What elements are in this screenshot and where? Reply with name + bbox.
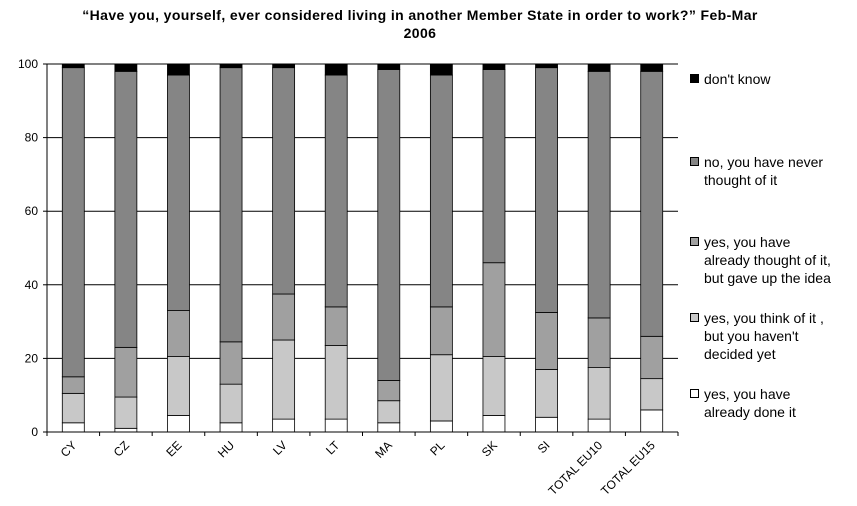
legend-swatch [690, 74, 699, 83]
bar-segment [429, 354, 453, 422]
y-tick-label: 20 [25, 351, 39, 365]
bar-segment [219, 67, 243, 343]
x-tick-label: EE [163, 438, 184, 459]
bar-segment [482, 262, 506, 357]
bar-segment [167, 63, 190, 76]
legend-label: yes, you have already done it [704, 386, 796, 420]
legend-item: yes, you have already thought of it, but… [690, 233, 840, 287]
bar-segment [167, 415, 190, 433]
x-tick-label: TOTAL EU15 [598, 438, 658, 498]
bar-segment [640, 378, 664, 411]
bar-segment [587, 63, 611, 72]
bar-segment [324, 63, 348, 76]
x-tick-label: CY [58, 438, 80, 460]
bar-segment [377, 380, 401, 402]
bar-segment [61, 392, 85, 424]
bar-segment [429, 420, 453, 433]
x-tick-label: SK [479, 438, 500, 459]
x-tick-label: LV [270, 438, 290, 458]
legend-item: don't know [690, 70, 840, 88]
y-tick-label: 100 [18, 57, 38, 71]
bar-segment [219, 422, 243, 433]
bar-segment [114, 427, 138, 433]
x-tick-label: LT [323, 438, 343, 458]
y-tick-label: 60 [25, 204, 39, 218]
bar-segment [167, 356, 190, 416]
legend-swatch [690, 389, 699, 398]
bar-segment [272, 63, 296, 69]
bar-segment [167, 74, 190, 311]
bar-segment [219, 341, 243, 385]
bar-segment [377, 69, 401, 381]
bar-segment [587, 418, 611, 433]
bar-segment [324, 306, 348, 346]
bar-segment [535, 311, 558, 370]
bar-segment [587, 367, 611, 420]
bar-segment [482, 63, 506, 70]
bar-segment [535, 416, 558, 433]
bar-segment [640, 70, 664, 337]
bar-segment [272, 293, 296, 341]
bar-segment [114, 70, 138, 348]
bar-segment [272, 67, 296, 295]
bar-segment [640, 63, 664, 72]
bar-segment [587, 317, 611, 369]
legend-item: yes, you think of it , but you haven't d… [690, 309, 840, 363]
legend-label: no, you have never thought of it [704, 154, 824, 188]
bar-segment [219, 63, 243, 69]
bar-segment [535, 63, 558, 69]
chart-title: “Have you, yourself, ever considered liv… [82, 7, 758, 41]
bar-segment [377, 400, 401, 424]
bar-segment [61, 376, 85, 394]
bar-segment [377, 63, 401, 70]
y-tick-label: 40 [25, 278, 39, 292]
bar-segment [535, 67, 558, 313]
bar-segment [61, 63, 85, 69]
bar-segment [482, 356, 506, 416]
bar-segment [272, 339, 296, 420]
legend-label: yes, you think of it , but you haven't d… [704, 310, 824, 362]
bar-segment [272, 418, 296, 433]
bar-segment [61, 67, 85, 378]
bar-segment [377, 422, 401, 433]
legend-item: yes, you have already done it [690, 385, 840, 421]
bar-segment [61, 422, 85, 433]
legend-item: no, you have never thought of it [690, 153, 840, 189]
x-tick-label: CZ [111, 438, 132, 459]
bar-segment [429, 63, 453, 76]
bar-segment [114, 63, 138, 72]
legend-swatch [690, 313, 699, 322]
legend-swatch [690, 157, 699, 166]
legend-swatch [690, 237, 699, 246]
bar-segment [429, 306, 453, 356]
x-tick-label: SI [535, 438, 553, 456]
x-tick-label: HU [215, 438, 237, 460]
bar-segment [429, 74, 453, 308]
bar-segment [219, 383, 243, 424]
bar-segment [587, 70, 611, 319]
bar-segment [324, 418, 348, 433]
bar-segment [114, 396, 138, 429]
bar-segment [640, 409, 664, 433]
bar-segment [324, 345, 348, 420]
x-tick-label: TOTAL EU10 [546, 438, 606, 498]
bar-segment [640, 335, 664, 380]
bar-segment [482, 415, 506, 433]
bar-segment [167, 310, 190, 357]
bar-segment [535, 369, 558, 418]
bar-segment [482, 69, 506, 264]
legend-label: yes, you have already thought of it, but… [704, 234, 831, 286]
legend-label: don't know [704, 71, 771, 87]
x-tick-label: PL [427, 438, 448, 459]
y-tick-label: 80 [25, 131, 39, 145]
bar-segment [114, 346, 138, 398]
y-tick-label: 0 [31, 425, 38, 439]
bar-segment [324, 74, 348, 308]
x-tick-label: MA [372, 438, 395, 461]
